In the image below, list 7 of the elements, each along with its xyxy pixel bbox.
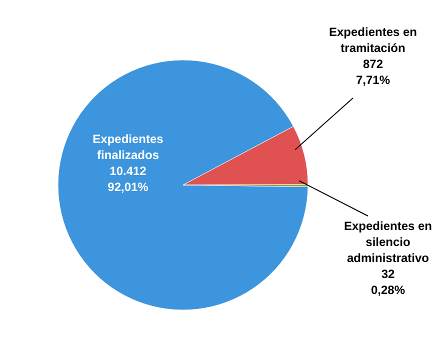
- data-label: 32 0,28%: [370, 267, 406, 297]
- data-label: 872 7,71%: [356, 57, 390, 87]
- pie-slice: [58, 60, 308, 310]
- slice-label: Expedientes en tramitación: [328, 25, 418, 55]
- slice-label: Expedientes finalizados: [92, 132, 164, 162]
- slice-label: Expedientes en silencio administrativo: [344, 219, 432, 265]
- data-label: 10.412 92,01%: [108, 164, 149, 194]
